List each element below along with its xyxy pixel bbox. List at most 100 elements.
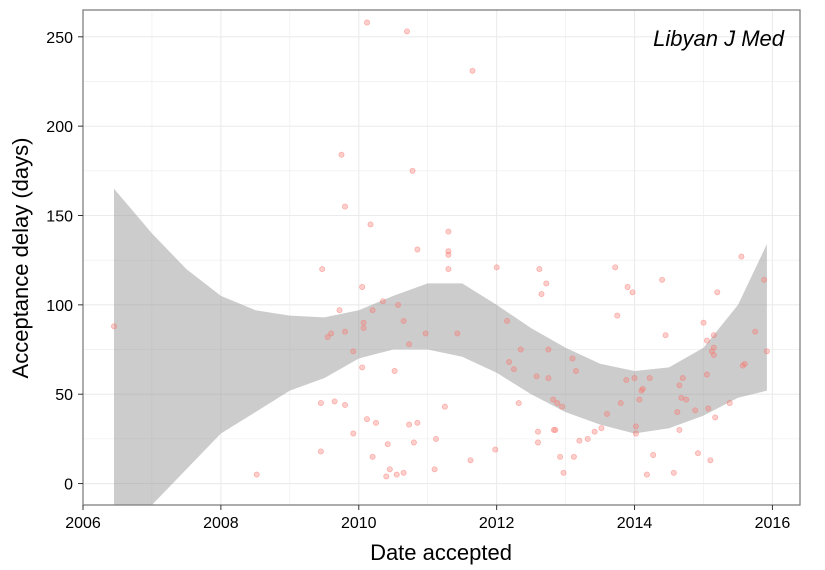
data-point bbox=[572, 368, 579, 374]
data-point bbox=[643, 471, 650, 478]
data-point bbox=[598, 425, 605, 432]
data-point bbox=[406, 421, 413, 428]
data-point bbox=[676, 426, 683, 433]
data-points bbox=[111, 19, 770, 480]
data-point bbox=[543, 280, 550, 287]
data-point bbox=[331, 398, 338, 405]
data-point bbox=[404, 28, 410, 35]
data-point bbox=[317, 448, 324, 455]
data-point bbox=[550, 396, 557, 403]
data-point bbox=[629, 289, 636, 296]
data-point bbox=[712, 414, 719, 421]
data-point bbox=[373, 419, 379, 426]
data-point bbox=[639, 385, 646, 392]
data-point bbox=[533, 373, 540, 380]
data-point bbox=[386, 466, 393, 473]
data-point bbox=[338, 151, 345, 158]
y-axis-title: Acceptance delay (days) bbox=[8, 138, 33, 379]
y-tick-label: 150 bbox=[46, 209, 73, 226]
data-point bbox=[360, 325, 367, 332]
data-point bbox=[726, 400, 733, 407]
data-point bbox=[422, 330, 429, 337]
x-tick-label: 2016 bbox=[755, 515, 791, 532]
data-point bbox=[545, 375, 552, 382]
data-point bbox=[623, 376, 630, 383]
data-point bbox=[617, 400, 624, 407]
data-point bbox=[576, 437, 583, 444]
data-point bbox=[678, 394, 685, 401]
data-point bbox=[650, 452, 657, 458]
data-point bbox=[324, 334, 331, 340]
data-point bbox=[550, 426, 557, 433]
data-point bbox=[384, 441, 391, 448]
data-point bbox=[695, 450, 701, 457]
data-point bbox=[359, 284, 366, 290]
data-point bbox=[414, 246, 421, 253]
data-point bbox=[674, 409, 681, 416]
x-axis-title: Date accepted bbox=[370, 540, 512, 565]
data-point bbox=[445, 228, 452, 235]
y-tick-label: 50 bbox=[55, 387, 73, 404]
data-point bbox=[557, 453, 564, 460]
data-point bbox=[570, 453, 577, 460]
data-point bbox=[705, 405, 712, 412]
data-point bbox=[552, 426, 559, 433]
data-point bbox=[469, 67, 476, 74]
data-point bbox=[379, 298, 386, 305]
data-point bbox=[676, 382, 683, 389]
data-point bbox=[369, 453, 376, 460]
data-point bbox=[406, 341, 413, 348]
data-point bbox=[410, 439, 417, 446]
data-point bbox=[710, 332, 717, 339]
data-point bbox=[714, 289, 721, 296]
data-point bbox=[632, 430, 639, 437]
data-point bbox=[431, 466, 438, 473]
x-tick-label: 2014 bbox=[617, 515, 653, 532]
confidence-band bbox=[114, 188, 767, 505]
data-point bbox=[454, 330, 461, 337]
data-point bbox=[467, 457, 474, 464]
data-point bbox=[400, 469, 407, 476]
y-tick-label: 250 bbox=[46, 30, 73, 47]
data-point bbox=[752, 328, 759, 335]
data-point bbox=[761, 276, 768, 283]
data-point bbox=[632, 423, 639, 430]
x-tick-label: 2012 bbox=[479, 515, 515, 532]
data-point bbox=[393, 471, 400, 478]
data-point bbox=[395, 301, 402, 308]
data-point bbox=[662, 332, 669, 339]
data-point bbox=[763, 348, 770, 355]
data-point bbox=[545, 346, 552, 353]
data-point bbox=[441, 403, 448, 410]
data-point bbox=[741, 360, 748, 367]
data-point bbox=[710, 351, 717, 358]
data-point bbox=[391, 368, 398, 374]
data-point bbox=[560, 469, 567, 476]
data-point bbox=[538, 291, 545, 298]
x-tick-label: 2008 bbox=[203, 515, 239, 532]
data-point bbox=[604, 410, 610, 417]
data-point bbox=[535, 439, 541, 446]
y-tick-label: 0 bbox=[64, 477, 73, 494]
data-point bbox=[369, 307, 376, 314]
data-point bbox=[506, 359, 513, 365]
data-point bbox=[367, 221, 374, 228]
data-point bbox=[400, 317, 407, 324]
data-point bbox=[517, 346, 524, 353]
data-point bbox=[317, 400, 324, 407]
data-point bbox=[350, 430, 357, 437]
data-point bbox=[360, 319, 367, 326]
data-point bbox=[584, 435, 591, 442]
data-point bbox=[515, 400, 522, 407]
data-point bbox=[700, 319, 707, 326]
data-point bbox=[433, 435, 439, 442]
data-point bbox=[536, 266, 543, 273]
data-point bbox=[336, 307, 343, 314]
data-point bbox=[359, 364, 366, 371]
y-tick-label: 200 bbox=[46, 119, 73, 136]
y-tick-label: 100 bbox=[46, 298, 73, 315]
data-point bbox=[710, 344, 717, 351]
data-point bbox=[445, 266, 452, 273]
data-point bbox=[383, 473, 390, 480]
